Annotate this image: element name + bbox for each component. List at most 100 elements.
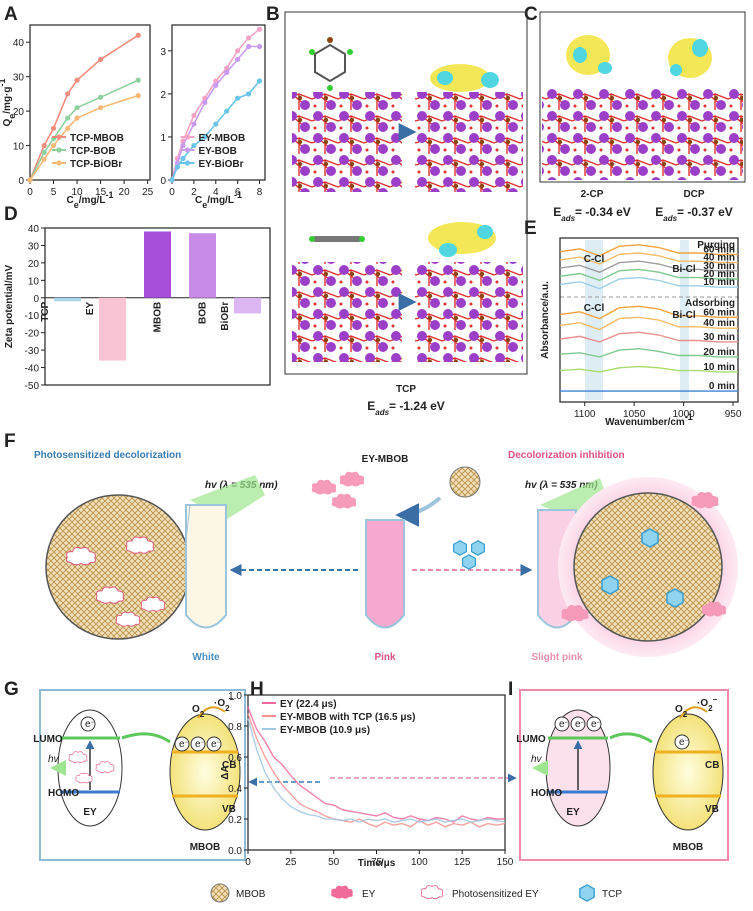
e: e	[211, 739, 217, 750]
x-tick-label: 25	[142, 187, 154, 198]
label-part: /mg/L	[207, 195, 234, 206]
molecule-label: 2-CP	[581, 189, 604, 200]
charge-density	[477, 225, 493, 239]
marker	[97, 105, 104, 111]
x-tick-label: 150	[497, 857, 514, 868]
legend-label: TCP-BiOBr	[70, 159, 122, 170]
x-tick-label: 4	[213, 187, 219, 198]
e: e	[179, 739, 185, 750]
series-line	[559, 260, 738, 273]
x-tick-label: 6	[235, 187, 241, 198]
series-label: 40 min	[703, 253, 735, 264]
y-label: ΔA	[220, 765, 231, 779]
marker	[180, 142, 186, 149]
x-tick-label: 0	[245, 857, 251, 868]
label-part: /mg/L	[79, 195, 106, 206]
atom	[327, 37, 333, 43]
bar	[144, 231, 171, 298]
marker	[224, 65, 230, 71]
annotation: Bi-Cl	[672, 264, 696, 275]
x-tick-label: 20	[119, 187, 131, 198]
label-part: -1	[0, 78, 7, 86]
marker	[256, 26, 263, 32]
e: e	[679, 737, 685, 748]
x-tick-label: 50	[328, 857, 340, 868]
energy-label: MBOB	[190, 842, 221, 853]
e: E	[553, 205, 561, 219]
tube	[185, 504, 227, 629]
sub: 2	[200, 710, 205, 719]
series-label: 20 min	[703, 347, 735, 358]
charge-density	[439, 243, 457, 257]
marker	[202, 134, 208, 140]
x-tick-label: 5	[51, 187, 57, 198]
marker	[213, 82, 219, 88]
light-arrow	[532, 760, 548, 776]
marker	[65, 91, 71, 97]
series-line	[559, 347, 738, 358]
e: E	[367, 399, 375, 413]
panel-frame	[39, 689, 246, 861]
marker	[135, 77, 141, 83]
o: O	[675, 704, 683, 715]
label-part: /mg·g	[2, 87, 13, 114]
superoxide-label: ·O2−	[697, 695, 718, 713]
sup: −	[685, 738, 689, 744]
y-tick-label: 10	[28, 276, 40, 287]
energy-label: VB	[222, 804, 236, 815]
o2-label: O2	[675, 704, 688, 719]
series-line	[171, 80, 261, 181]
legend-label: TCP-BOB	[70, 146, 116, 157]
panel-b: TCP Eads= -1.24 eV	[284, 11, 528, 417]
y-tick-label: -10	[25, 311, 40, 322]
series-line	[171, 28, 260, 181]
y-tick-label: 10	[13, 142, 25, 153]
tube	[365, 519, 405, 629]
y-tick-label: -40	[25, 364, 40, 375]
electron-label: e−	[559, 719, 569, 730]
panel-label: I	[508, 679, 513, 700]
panel-label: B	[266, 4, 280, 25]
light-label: hv (λ = 535 nm)	[525, 480, 598, 491]
e: e	[575, 719, 581, 730]
marker	[213, 121, 219, 127]
band	[680, 240, 689, 400]
series-label: 30 min	[703, 261, 735, 272]
energy-label: MBOB	[673, 842, 704, 853]
x-tick-label: 10	[71, 187, 83, 198]
x-tick-label: 8	[257, 187, 263, 198]
y-tick-label: 3	[160, 47, 166, 58]
marker	[50, 142, 57, 149]
marker	[97, 94, 104, 100]
bar	[189, 233, 216, 298]
legend-label: Photosensitized EY	[452, 889, 539, 900]
series-line	[247, 718, 506, 823]
annotation: Purging	[697, 240, 735, 251]
electron	[586, 716, 602, 732]
marker	[41, 142, 47, 149]
panel-c: 2-CP DCP Eads= -0.34 eV Eads= -0.37 eV	[539, 11, 746, 223]
series-line	[247, 707, 505, 823]
charge-density	[573, 47, 587, 63]
electron	[174, 736, 190, 752]
marker	[191, 112, 197, 119]
electron	[570, 716, 586, 732]
atom	[309, 236, 315, 242]
series-label: 10 min	[703, 362, 735, 373]
marker	[245, 43, 252, 50]
bottom-legend: MBOB EY Photosensitized EY TCP	[210, 883, 622, 903]
atom	[359, 236, 365, 242]
e: e	[85, 719, 91, 730]
electron	[80, 716, 96, 732]
marker	[224, 108, 230, 114]
y-tick-label: 0	[160, 176, 166, 187]
series-label: 60 min	[703, 307, 735, 318]
marker	[65, 115, 71, 121]
label-part: e	[74, 200, 79, 210]
marker	[27, 177, 33, 183]
x-label: Ce/mg/L-1	[67, 190, 114, 210]
marker	[235, 56, 241, 63]
electron-label: e−	[85, 719, 95, 730]
y-tick-label: 0	[33, 294, 39, 305]
legend-marker	[184, 147, 191, 153]
